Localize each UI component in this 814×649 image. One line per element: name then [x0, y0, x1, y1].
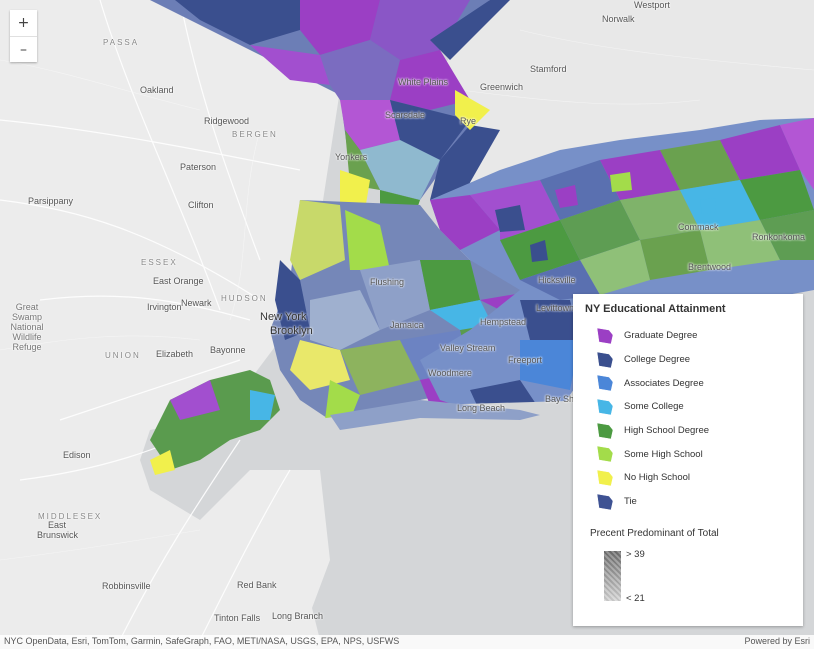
place-label: Newark	[181, 298, 212, 308]
place-label: Great Swamp National Wildlife Refuge	[10, 302, 44, 352]
place-label: Edison	[63, 450, 91, 460]
place-label: Tinton Falls	[214, 613, 261, 623]
place-label: Valley Stream	[440, 343, 496, 353]
legend-label: High School Degree	[624, 425, 710, 437]
place-label: Flushing	[370, 277, 405, 287]
place-label: Westport	[634, 0, 670, 10]
powered-by-esri[interactable]: Powered by Esri	[744, 636, 810, 646]
place-label: Jamaica	[390, 320, 424, 330]
place-label: Rye	[460, 116, 477, 126]
legend-swatch	[596, 422, 614, 439]
legend-swatch	[596, 493, 614, 510]
legend-label: College Degree	[624, 354, 691, 366]
zoom-control: + –	[10, 10, 37, 62]
ramp-low-label: < 21	[626, 592, 645, 604]
legend-swatch	[596, 445, 614, 463]
legend-label: Some College	[624, 401, 684, 413]
place-label: Bayonne	[210, 345, 246, 355]
legend-items: Graduate Degree College Degree Associates …	[585, 324, 791, 514]
legend-swatch	[596, 374, 614, 392]
place-label: Long Branch	[272, 611, 324, 621]
place-label: Woodmere	[428, 368, 472, 378]
place-label: Bay Shore	[545, 394, 588, 404]
legend-swatch	[596, 398, 614, 416]
ramp-high-label: > 39	[626, 548, 645, 560]
place-label: Elizabeth	[156, 349, 194, 359]
place-label: New York	[260, 311, 307, 323]
region-label: HUDSON	[221, 294, 268, 303]
place-label: White Plains	[398, 77, 449, 87]
region-greenwich	[430, 0, 510, 60]
place-label: Freeport	[508, 355, 543, 365]
region-label: UNION	[105, 351, 141, 360]
place-label: East Orange	[153, 276, 204, 286]
place-label: Brooklyn	[270, 325, 313, 337]
legend-item: High School Degree	[585, 419, 791, 443]
legend-swatch	[596, 469, 614, 487]
place-label: Scarsdale	[385, 110, 426, 120]
legend-label: Associates Degree	[624, 377, 704, 389]
land-nj-south	[150, 470, 330, 640]
place-label: Robbinsville	[102, 581, 151, 591]
place-label: Long Beach	[457, 403, 506, 413]
place-label: Hicksville	[538, 275, 576, 285]
legend-item: Associates Degree	[585, 371, 791, 395]
ramp-bar	[604, 550, 621, 601]
attribution-bar: NYC OpenData, Esri, TomTom, Garmin, Safe…	[0, 635, 814, 649]
land-nj	[0, 0, 340, 640]
place-label: Yonkers	[335, 152, 368, 162]
legend-swatch	[596, 327, 614, 345]
legend-label: Some High School	[624, 448, 703, 460]
region-label: BERGEN	[232, 130, 278, 139]
legend-label: Tie	[624, 496, 637, 508]
place-label: Greenwich	[480, 82, 524, 92]
zoom-in-button[interactable]: +	[17, 15, 30, 31]
place-label: Levittown	[536, 303, 575, 313]
place-label: Hempstead	[480, 317, 527, 327]
place-label: Norwalk	[602, 14, 635, 24]
legend-item: Some High School	[585, 442, 791, 466]
legend-swatch	[596, 351, 614, 368]
legend-size-title: Precent Predominant of Total	[590, 527, 719, 539]
legend-item: Tie	[585, 490, 791, 514]
place-label: Paterson	[180, 162, 217, 172]
place-label: Parsippany	[28, 196, 74, 206]
place-label: East Brunswick	[37, 520, 79, 540]
place-label: Red Bank	[237, 580, 277, 590]
legend-panel: NY Educational Attainment Graduate Degre…	[573, 294, 803, 626]
legend-item: College Degree	[585, 348, 791, 372]
legend-item: No High School	[585, 466, 791, 490]
legend-title: NY Educational Attainment	[585, 303, 726, 315]
place-label: Oakland	[140, 85, 174, 95]
legend-item: Some College	[585, 395, 791, 419]
place-label: Brentwood	[688, 262, 732, 272]
place-label: Commack	[678, 222, 719, 232]
attribution-sources: NYC OpenData, Esri, TomTom, Garmin, Safe…	[4, 636, 400, 646]
region-label: MIDDLESEX	[38, 512, 103, 521]
legend-label: Graduate Degree	[624, 330, 698, 342]
place-label: Clifton	[188, 200, 214, 210]
legend-item: Graduate Degree	[585, 324, 791, 348]
land-ct	[420, 0, 814, 200]
place-label: Ronkonkoma	[752, 232, 806, 242]
place-label: Stamford	[530, 64, 567, 74]
legend-label: No High School	[624, 472, 691, 484]
region-label: ESSEX	[141, 258, 178, 267]
place-label: Irvington	[147, 302, 182, 312]
opacity-ramp: > 39 < 21	[604, 547, 791, 605]
region-label: PASSA	[103, 38, 140, 47]
zoom-out-button[interactable]: –	[10, 36, 37, 62]
place-label: Ridgewood	[204, 116, 250, 126]
